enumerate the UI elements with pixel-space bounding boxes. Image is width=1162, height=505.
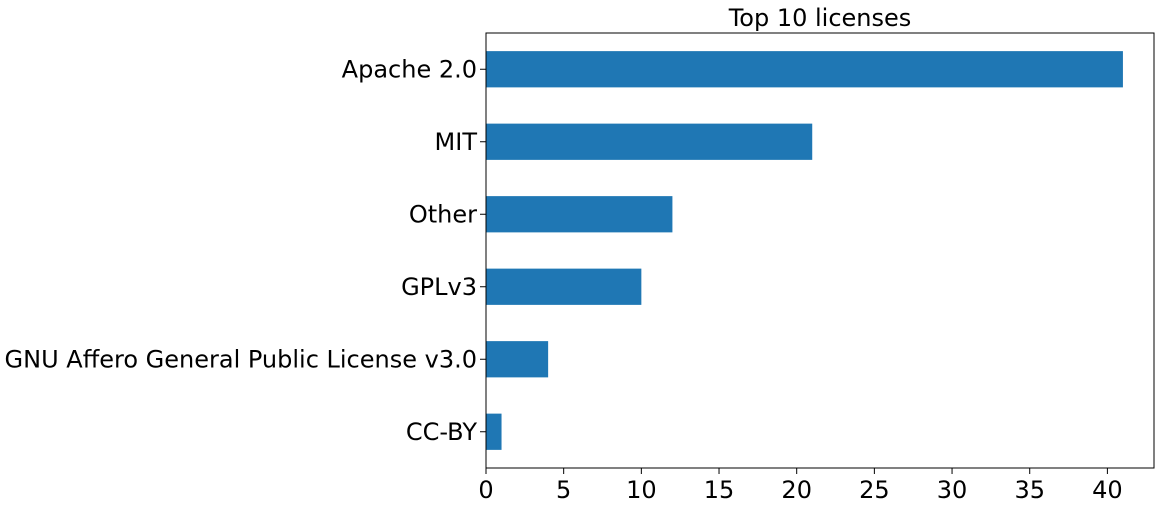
- plot-frame: [485, 32, 1155, 469]
- bar-other: [486, 196, 673, 233]
- y-tick-label: CC-BY: [406, 418, 477, 446]
- bars-layer: [486, 51, 1123, 450]
- chart-title: Top 10 licenses: [728, 4, 912, 32]
- y-tick-label: GNU Affero General Public License v3.0: [5, 345, 477, 373]
- bar-apache-2-0: [486, 51, 1123, 88]
- x-tick-label: 25: [859, 476, 890, 504]
- x-tick-label: 0: [478, 476, 493, 504]
- x-tick-label: 35: [1014, 476, 1045, 504]
- bar-cc-by: [486, 413, 502, 450]
- y-tick-label: GPLv3: [401, 273, 477, 301]
- y-axis: Apache 2.0 MIT Other GPLv3 GNU Affero Genera…: [5, 55, 486, 446]
- x-tick-label: 10: [626, 476, 657, 504]
- bar-gplv3: [486, 268, 642, 305]
- bar-gnu-affero-general-public-license-v3-0: [486, 341, 549, 378]
- bar-mit: [486, 123, 813, 160]
- y-tick-label: Apache 2.0: [342, 55, 477, 83]
- x-tick-label: 5: [556, 476, 571, 504]
- x-axis: 0 5 10 15 20 25 30 35 40: [478, 468, 1123, 504]
- y-tick-label: MIT: [435, 128, 478, 156]
- x-tick-label: 40: [1092, 476, 1123, 504]
- x-tick-label: 20: [781, 476, 812, 504]
- x-tick-label: 15: [704, 476, 735, 504]
- y-tick-label: Other: [409, 200, 477, 228]
- x-tick-label: 30: [937, 476, 968, 504]
